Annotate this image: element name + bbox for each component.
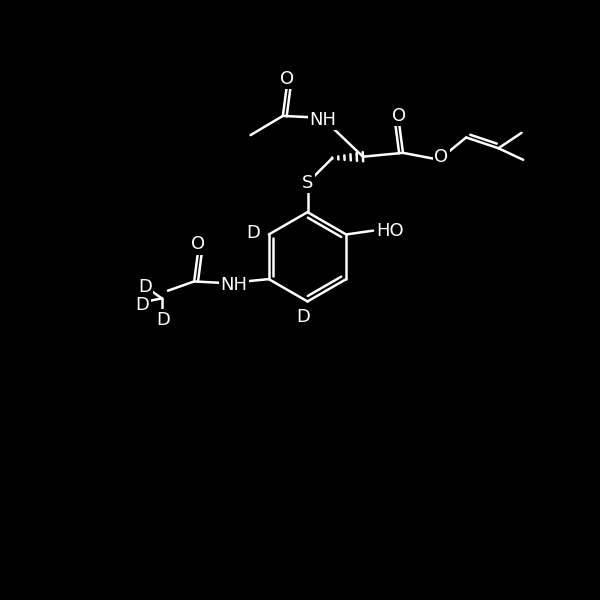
Text: NH: NH <box>221 276 248 294</box>
Text: O: O <box>191 235 205 253</box>
Text: D: D <box>297 308 311 326</box>
Text: NH: NH <box>310 111 337 129</box>
Text: D: D <box>157 311 170 329</box>
Text: D: D <box>138 278 152 296</box>
Text: O: O <box>392 107 406 125</box>
Text: S: S <box>302 174 313 192</box>
Text: O: O <box>280 70 294 88</box>
Text: HO: HO <box>376 221 404 239</box>
Text: D: D <box>136 296 149 314</box>
Text: O: O <box>434 148 449 166</box>
Text: D: D <box>247 224 260 242</box>
